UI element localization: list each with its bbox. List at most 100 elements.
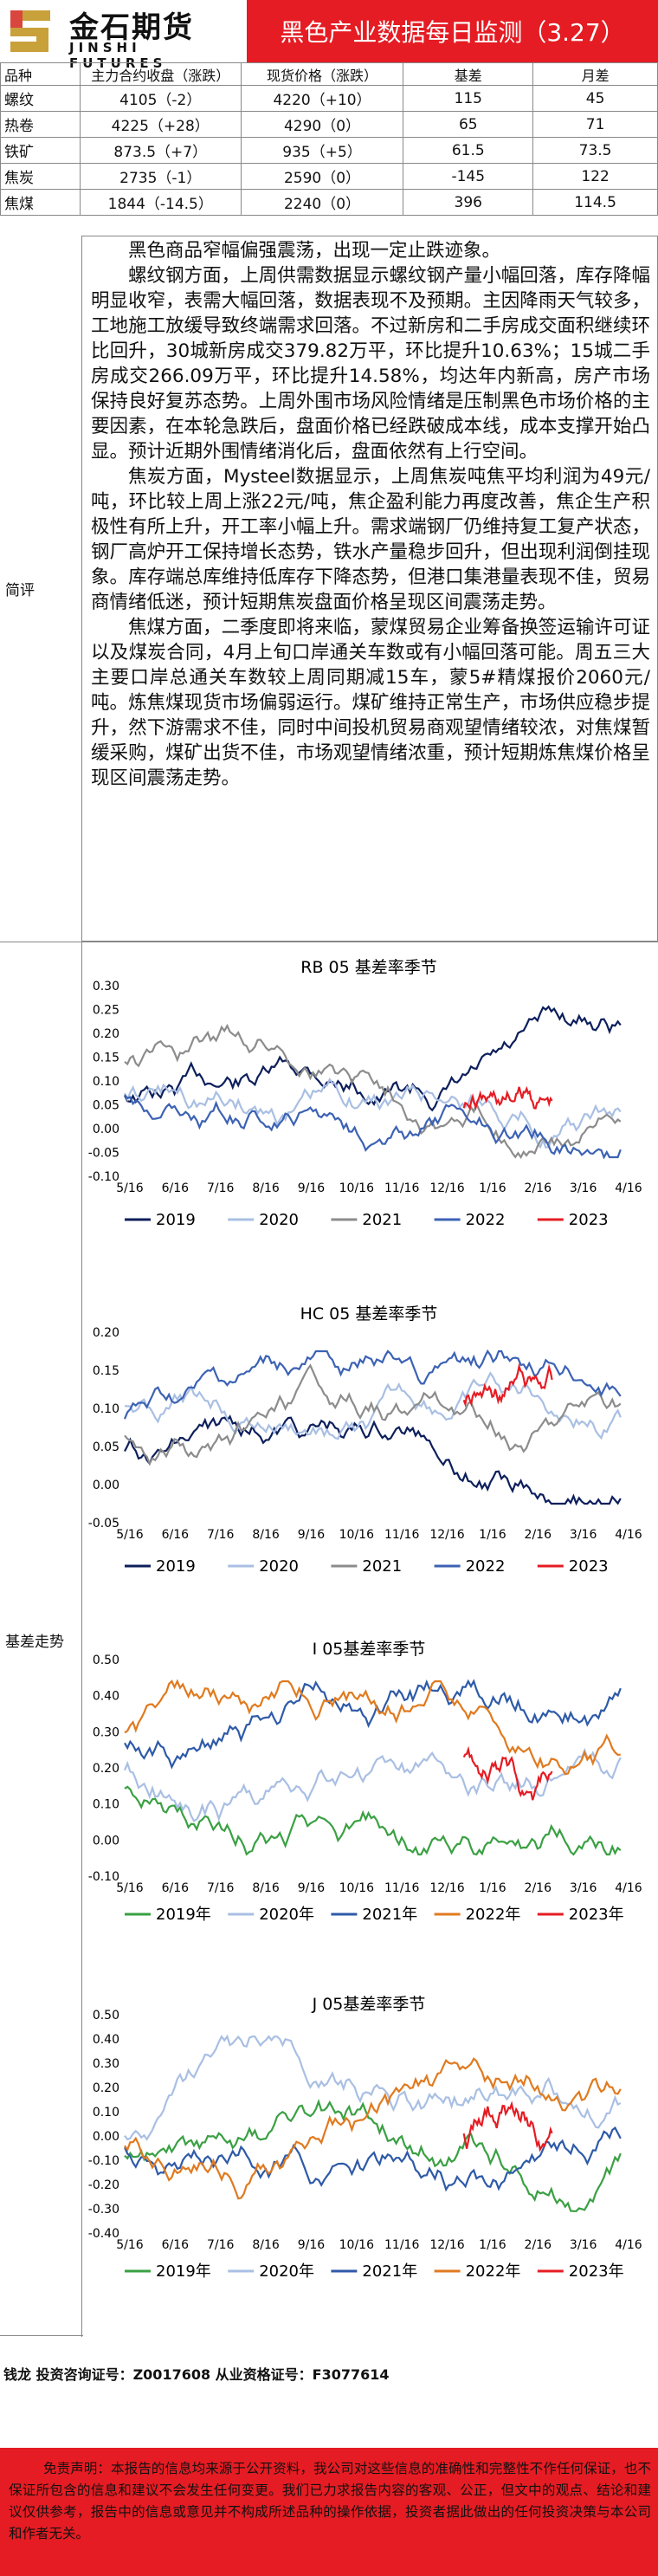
report-title: 黑色产业数据每日监测（3.27）: [247, 0, 658, 62]
basis-label: 基差走势: [0, 942, 82, 2337]
series-line: [124, 1363, 622, 1466]
cell-variety: 螺纹: [0, 85, 81, 112]
x-tick-label: 1/16: [479, 1881, 506, 1895]
series-line: [124, 1414, 622, 1506]
legend-label: 2020年: [259, 2262, 314, 2281]
y-tick-label: 0.05: [93, 1099, 119, 1113]
x-tick-label: 3/16: [570, 1181, 597, 1195]
legend-label: 2023年: [569, 2262, 624, 2281]
analyst-info: 钱龙 投资咨询证号：Z0017608 从业资格证号：F3077614: [3, 2366, 390, 2383]
legend-label: 2022: [466, 1557, 506, 1576]
chart-title: HC 05 基差率季节: [300, 1304, 438, 1324]
legend-label: 2022: [466, 1211, 506, 1229]
col-header-basis: 基差: [403, 62, 534, 86]
series-line: [124, 1679, 622, 1770]
cell-basis: -145: [403, 163, 534, 190]
x-tick-label: 2/16: [525, 2238, 552, 2252]
series-line: [123, 1078, 622, 1149]
y-tick-label: -0.40: [88, 2227, 119, 2241]
x-tick-label: 3/16: [570, 1881, 597, 1895]
x-tick-label: 11/16: [384, 1528, 419, 1542]
comment-text: 黑色商品窄幅偏强震荡，出现一定止跌迹象。 螺纹钢方面，上周供需数据显示螺纹钢产量…: [82, 236, 658, 942]
y-tick-label: 0.10: [93, 1402, 119, 1416]
x-tick-label: 1/16: [479, 1181, 506, 1195]
y-tick-label: 0.40: [93, 2033, 119, 2047]
series-line: [123, 1747, 622, 1822]
legend-label: 2022年: [466, 1906, 521, 1924]
cell-variety: 热卷: [0, 111, 81, 138]
series-line: [123, 1349, 622, 1420]
x-tick-label: 8/16: [252, 2238, 280, 2252]
legend-label: 2020年: [259, 1906, 314, 1924]
rb-basis-chart: RB 05 基差率季节 0.30 0.25 0.20 0.15 0.10 0.05 0.00 -…: [83, 942, 658, 1289]
y-tick-label: 0.30: [93, 2057, 119, 2071]
legend-label: 2021年: [362, 2262, 417, 2281]
x-tick-label: 8/16: [252, 1881, 280, 1895]
report-header: 金石期货 JINSHI FUTURES 黑色产业数据每日监测（3.27）: [0, 0, 658, 71]
legend-label: 2021: [362, 1211, 402, 1229]
chart-svg: J 05基差率季节 0.50 0.40 0.30 0.20 0.10 0.00 -0.10 -0…: [88, 1995, 642, 2281]
table-header-row: 品种 主力合约收盘（涨跌） 现货价格（涨跌） 基差 月差: [0, 62, 658, 86]
chart-title: RB 05 基差率季节: [300, 958, 437, 977]
x-tick-label: 3/16: [570, 2238, 597, 2252]
cell-spread: 71: [532, 111, 658, 138]
y-tick-label: 0.40: [93, 1690, 119, 1704]
y-tick-label: -0.10: [88, 1170, 119, 1184]
y-tick-label: 0.50: [93, 1654, 119, 1667]
legend-label: 2022年: [466, 2262, 521, 2281]
cell-spot: 935（+5）: [240, 137, 404, 164]
y-tick-label: 0.00: [93, 1123, 119, 1136]
y-tick-label: 0.20: [93, 1027, 119, 1041]
series-line: [462, 1362, 553, 1408]
cell-variety: 焦煤: [0, 189, 81, 216]
chart-svg: RB 05 基差率季节 0.30 0.25 0.20 0.15 0.10 0.05 0.00 -…: [88, 958, 642, 1229]
series-line: [123, 2126, 622, 2192]
col-header-spread: 月差: [532, 62, 658, 86]
hc-basis-chart: HC 05 基差率季节 0.20 0.15 0.10 0.05 0.00 -0.05 5/16…: [83, 1289, 658, 1635]
y-tick-label: 0.30: [93, 1725, 119, 1739]
table-row: 铁矿 873.5（+7） 935（+5） 61.5 73.5: [0, 137, 658, 164]
legend-label: 2023年: [569, 1906, 624, 1924]
series-line: [462, 2100, 553, 2152]
x-tick-label: 12/16: [429, 1528, 464, 1542]
x-tick-label: 9/16: [298, 1181, 326, 1195]
series-line: [124, 2057, 622, 2200]
chart-svg: HC 05 基差率季节 0.20 0.15 0.10 0.05 0.00 -0.055/16…: [88, 1304, 642, 1576]
comment-paragraph: 螺纹钢方面，上周供需数据显示螺纹钢产量小幅回落，库存降幅明显收窄，表需大幅回落，…: [91, 265, 650, 463]
x-tick-label: 8/16: [252, 1181, 280, 1195]
y-tick-label: 0.00: [93, 1479, 119, 1492]
x-tick-label: 4/16: [615, 1528, 642, 1542]
table-row: 焦炭 2735（-1） 2590（0） -145 122: [0, 163, 658, 190]
x-tick-label: 5/16: [116, 1528, 144, 1542]
legend-label: 2020: [259, 1557, 299, 1576]
series-line: [124, 1005, 622, 1112]
x-tick-label: 12/16: [429, 1181, 464, 1195]
legend-label: 2021: [362, 1557, 402, 1576]
y-tick-label: -0.10: [88, 2154, 119, 2168]
comment-paragraph: 焦炭方面，Mysteel数据显示，上周焦炭吨焦平均利润为49元/吨，环比较上周上…: [91, 466, 650, 613]
cell-spread: 122: [532, 163, 658, 190]
legend-label: 2021年: [362, 1906, 417, 1924]
legend-label: 2019年: [156, 1906, 211, 1924]
x-tick-label: 9/16: [298, 1528, 326, 1542]
cell-spread: 45: [532, 85, 658, 112]
series-line: [124, 1023, 622, 1160]
x-tick-label: 4/16: [615, 1881, 642, 1895]
cell-basis: 115: [403, 85, 534, 112]
x-tick-label: 12/16: [429, 2238, 464, 2252]
x-tick-label: 6/16: [162, 1181, 190, 1195]
series-line: [124, 2099, 622, 2212]
x-tick-label: 6/16: [162, 1528, 190, 1542]
logo-chinese-name: 金石期货: [69, 10, 194, 45]
disclaimer: 免责声明：本报告的信息均来源于公开资料，我公司对这些信息的准确性和完整性不作任何…: [0, 2448, 658, 2576]
cell-spot: 4220（+10）: [240, 85, 404, 112]
y-tick-label: 0.10: [93, 1075, 119, 1089]
legend-label: 2020: [259, 1211, 299, 1229]
table-row: 螺纹 4105（-2） 4220（+10） 115 45: [0, 85, 658, 112]
x-tick-label: 2/16: [525, 1181, 552, 1195]
chart-svg: I 05基差率季节 0.50 0.40 0.30 0.20 0.10 0.00 -0.105/…: [88, 1640, 642, 1924]
x-tick-label: 1/16: [479, 1528, 506, 1542]
x-tick-label: 10/16: [339, 1181, 374, 1195]
y-tick-label: -0.05: [88, 1517, 119, 1531]
x-tick-label: 10/16: [339, 1881, 374, 1895]
